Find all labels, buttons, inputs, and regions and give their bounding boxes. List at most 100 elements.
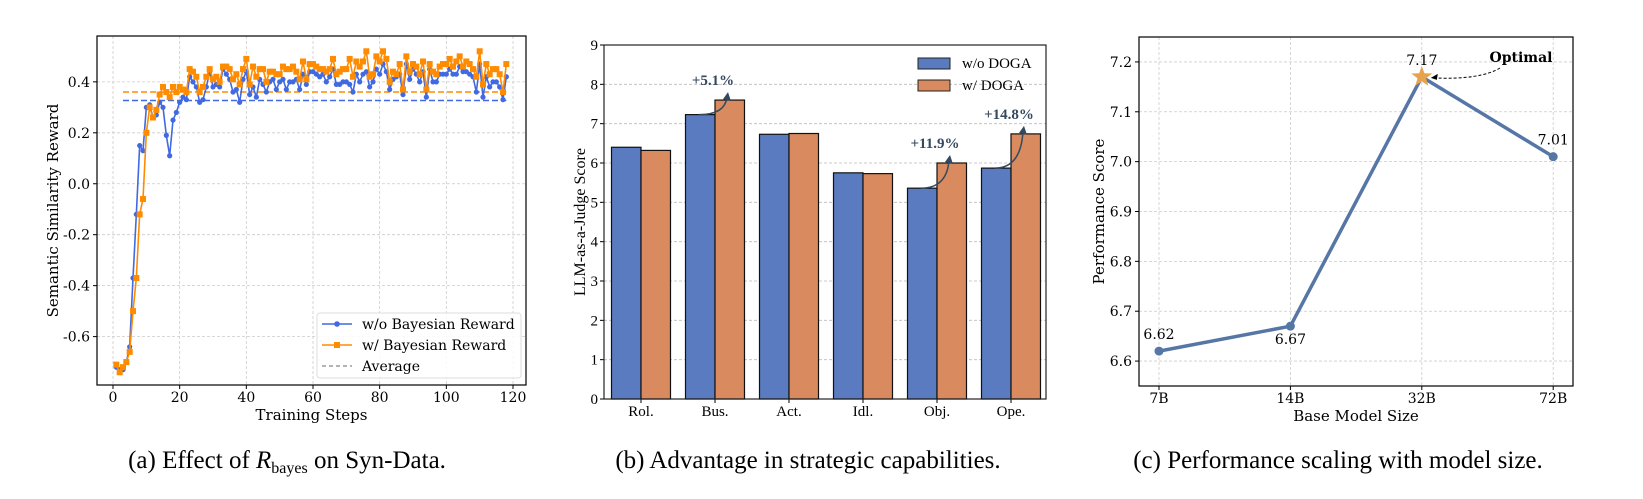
legend: w/o DOGA w/ DOGA (917, 56, 1032, 94)
data-point (266, 68, 273, 75)
data-point (190, 68, 196, 75)
data-point (200, 83, 206, 90)
data-point (170, 83, 176, 90)
legend-label: w/ Bayesian Reward (362, 338, 506, 354)
y-tick-label: 6 (591, 156, 599, 172)
annotation-label: +5.1% (692, 73, 734, 89)
data-point (273, 71, 280, 78)
data-point (136, 211, 143, 218)
data-point (380, 48, 386, 55)
data-point (403, 53, 410, 60)
data-point (387, 86, 393, 93)
data-point (497, 84, 503, 90)
data-point (476, 48, 483, 55)
data-point (300, 58, 306, 65)
data-point (137, 142, 143, 149)
data-point (376, 58, 383, 65)
caption-c: (c) Performance scaling with model size. (1133, 447, 1543, 474)
data-point (480, 94, 486, 100)
data-point (130, 308, 136, 315)
legend-label: Average (361, 359, 420, 375)
data-point (173, 89, 180, 96)
data-point (453, 71, 459, 77)
y-tick-label: 6.8 (1110, 254, 1132, 270)
data-point (246, 81, 253, 88)
data-point (340, 66, 346, 73)
data-point (140, 196, 146, 203)
data-point (366, 73, 373, 80)
bar-rol-1 (640, 149, 672, 400)
chart-b: 0 1 2 3 4 5 6 7 8 9 Rol. Bus. Act. Idl. Obj. Ope. +5.1% +… (572, 38, 1047, 420)
data-point (400, 91, 406, 98)
data-point (163, 89, 170, 96)
data-point (347, 81, 353, 88)
data-point (116, 369, 123, 376)
data-point (243, 55, 250, 62)
data-point (140, 148, 146, 154)
data-point (210, 76, 216, 83)
data-point (226, 66, 233, 73)
x-tick-label: 100 (433, 390, 460, 406)
data-point (363, 69, 369, 75)
legend-patch (917, 57, 951, 70)
y-tick-label: 0.2 (68, 126, 90, 142)
y-tick-label: 0.0 (68, 177, 90, 193)
y-tick-label: 2 (591, 313, 599, 329)
data-point (443, 71, 449, 77)
data-point (160, 83, 166, 90)
x-tick-label: 60 (304, 390, 322, 406)
data-point (296, 76, 303, 83)
chart-c: 7B 14B 32B 72B 6.6 6.7 6.8 6.9 7.0 7.1 7.2 6.62 6.67… (1090, 36, 1574, 425)
data-point (416, 71, 423, 78)
data-point (386, 78, 393, 85)
data-point (500, 97, 506, 103)
data-point (177, 99, 183, 105)
legend-marker (334, 342, 340, 348)
data-point (163, 132, 169, 138)
y-axis-label: Performance Score (1090, 138, 1108, 284)
caption-a: (a) Effect of Rbayes on Syn-Data. (128, 447, 446, 478)
bar-idl-0 (832, 172, 864, 400)
data-point (217, 84, 223, 90)
data-point (280, 63, 286, 70)
data-point (120, 364, 126, 371)
y-tick-label: 7.0 (1110, 155, 1132, 171)
annotation-arrow (920, 159, 950, 189)
data-point (250, 63, 256, 70)
data-point (320, 66, 326, 73)
data-point (323, 68, 330, 75)
data-point (406, 68, 413, 75)
data-point (327, 74, 333, 80)
data-point (333, 71, 340, 78)
data-point (433, 79, 439, 85)
data-point (350, 73, 356, 80)
data-point (433, 71, 440, 78)
axes-frame (603, 44, 1047, 400)
data-point (213, 73, 220, 80)
data-point (346, 55, 353, 62)
point-label: 6.62 (1143, 327, 1174, 343)
data-point (430, 68, 436, 75)
data-point (400, 86, 406, 93)
data-point (300, 71, 306, 77)
legend-label: w/o DOGA (962, 56, 1032, 72)
data-point (303, 76, 310, 83)
axes-frame (1138, 36, 1574, 387)
data-point (196, 89, 203, 96)
data-point (446, 55, 453, 62)
data-point (493, 66, 500, 73)
data-point (203, 73, 210, 80)
data-point (146, 104, 153, 111)
data-point (183, 97, 189, 103)
y-tick-label: 7 (591, 117, 599, 133)
data-point (417, 79, 423, 85)
legend: w/o Bayesian Reward w/ Bayesian Reward Ave… (316, 312, 522, 379)
data-point (423, 86, 430, 93)
data-point (173, 109, 179, 116)
data-point (420, 58, 426, 65)
data-point (286, 66, 293, 73)
data-point (293, 68, 300, 75)
point-label: 7.01 (1538, 133, 1569, 149)
data-point (363, 48, 370, 55)
y-tick-label: 0 (591, 392, 599, 408)
